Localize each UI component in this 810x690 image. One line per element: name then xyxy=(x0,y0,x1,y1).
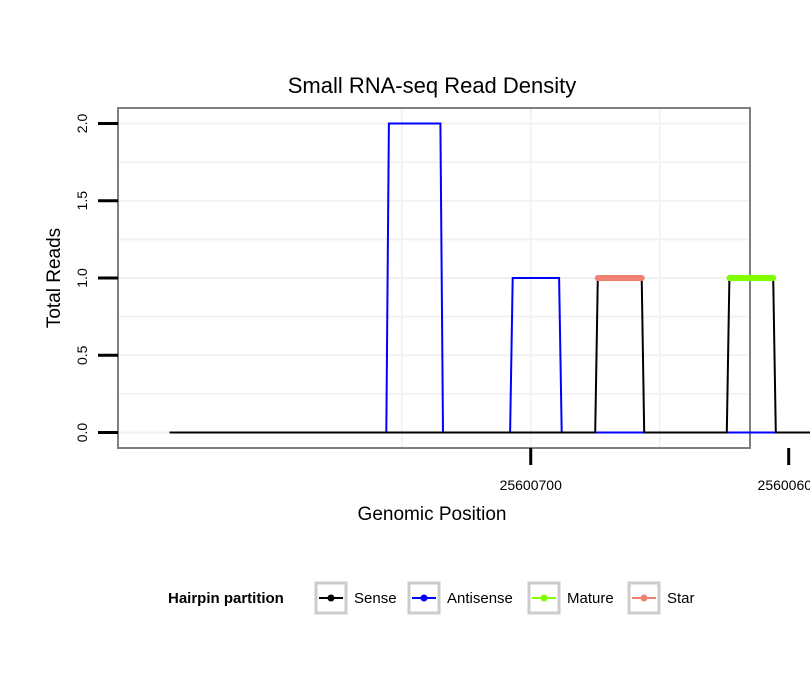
y-tick-label: 0.5 xyxy=(74,345,90,365)
x-tick-label: 25600600 xyxy=(758,477,810,493)
legend-label-mature: Mature xyxy=(567,590,614,607)
y-tick-label: 1.0 xyxy=(74,268,90,288)
y-tick-label: 2.0 xyxy=(74,114,90,134)
y-tick-label: 0.0 xyxy=(74,423,90,443)
legend-key-point xyxy=(540,594,548,602)
legend-key-point xyxy=(420,594,428,602)
legend-label-sense: Sense xyxy=(354,590,397,607)
y-tick-label: 1.5 xyxy=(74,191,90,211)
legend: Hairpin partition Sense Antisense Mature Sta… xyxy=(168,581,695,615)
legend-label-star: Star xyxy=(667,590,695,607)
legend-key-point xyxy=(327,594,335,602)
y-axis-title: Total Reads xyxy=(44,228,65,328)
axes-layer: 0.0 0.5 1.0 1.5 2.0 25600700 25600600 xyxy=(74,114,810,493)
legend-key-point xyxy=(640,594,648,602)
x-axis-title: Genomic Position xyxy=(358,504,507,525)
legend-label-antisense: Antisense xyxy=(447,590,513,607)
series-layer xyxy=(169,122,810,434)
x-tick-label: 25600700 xyxy=(500,477,563,493)
series-sense-line xyxy=(169,277,810,434)
chart-title: Small RNA-seq Read Density xyxy=(288,73,577,98)
legend-title: Hairpin partition xyxy=(168,590,284,607)
